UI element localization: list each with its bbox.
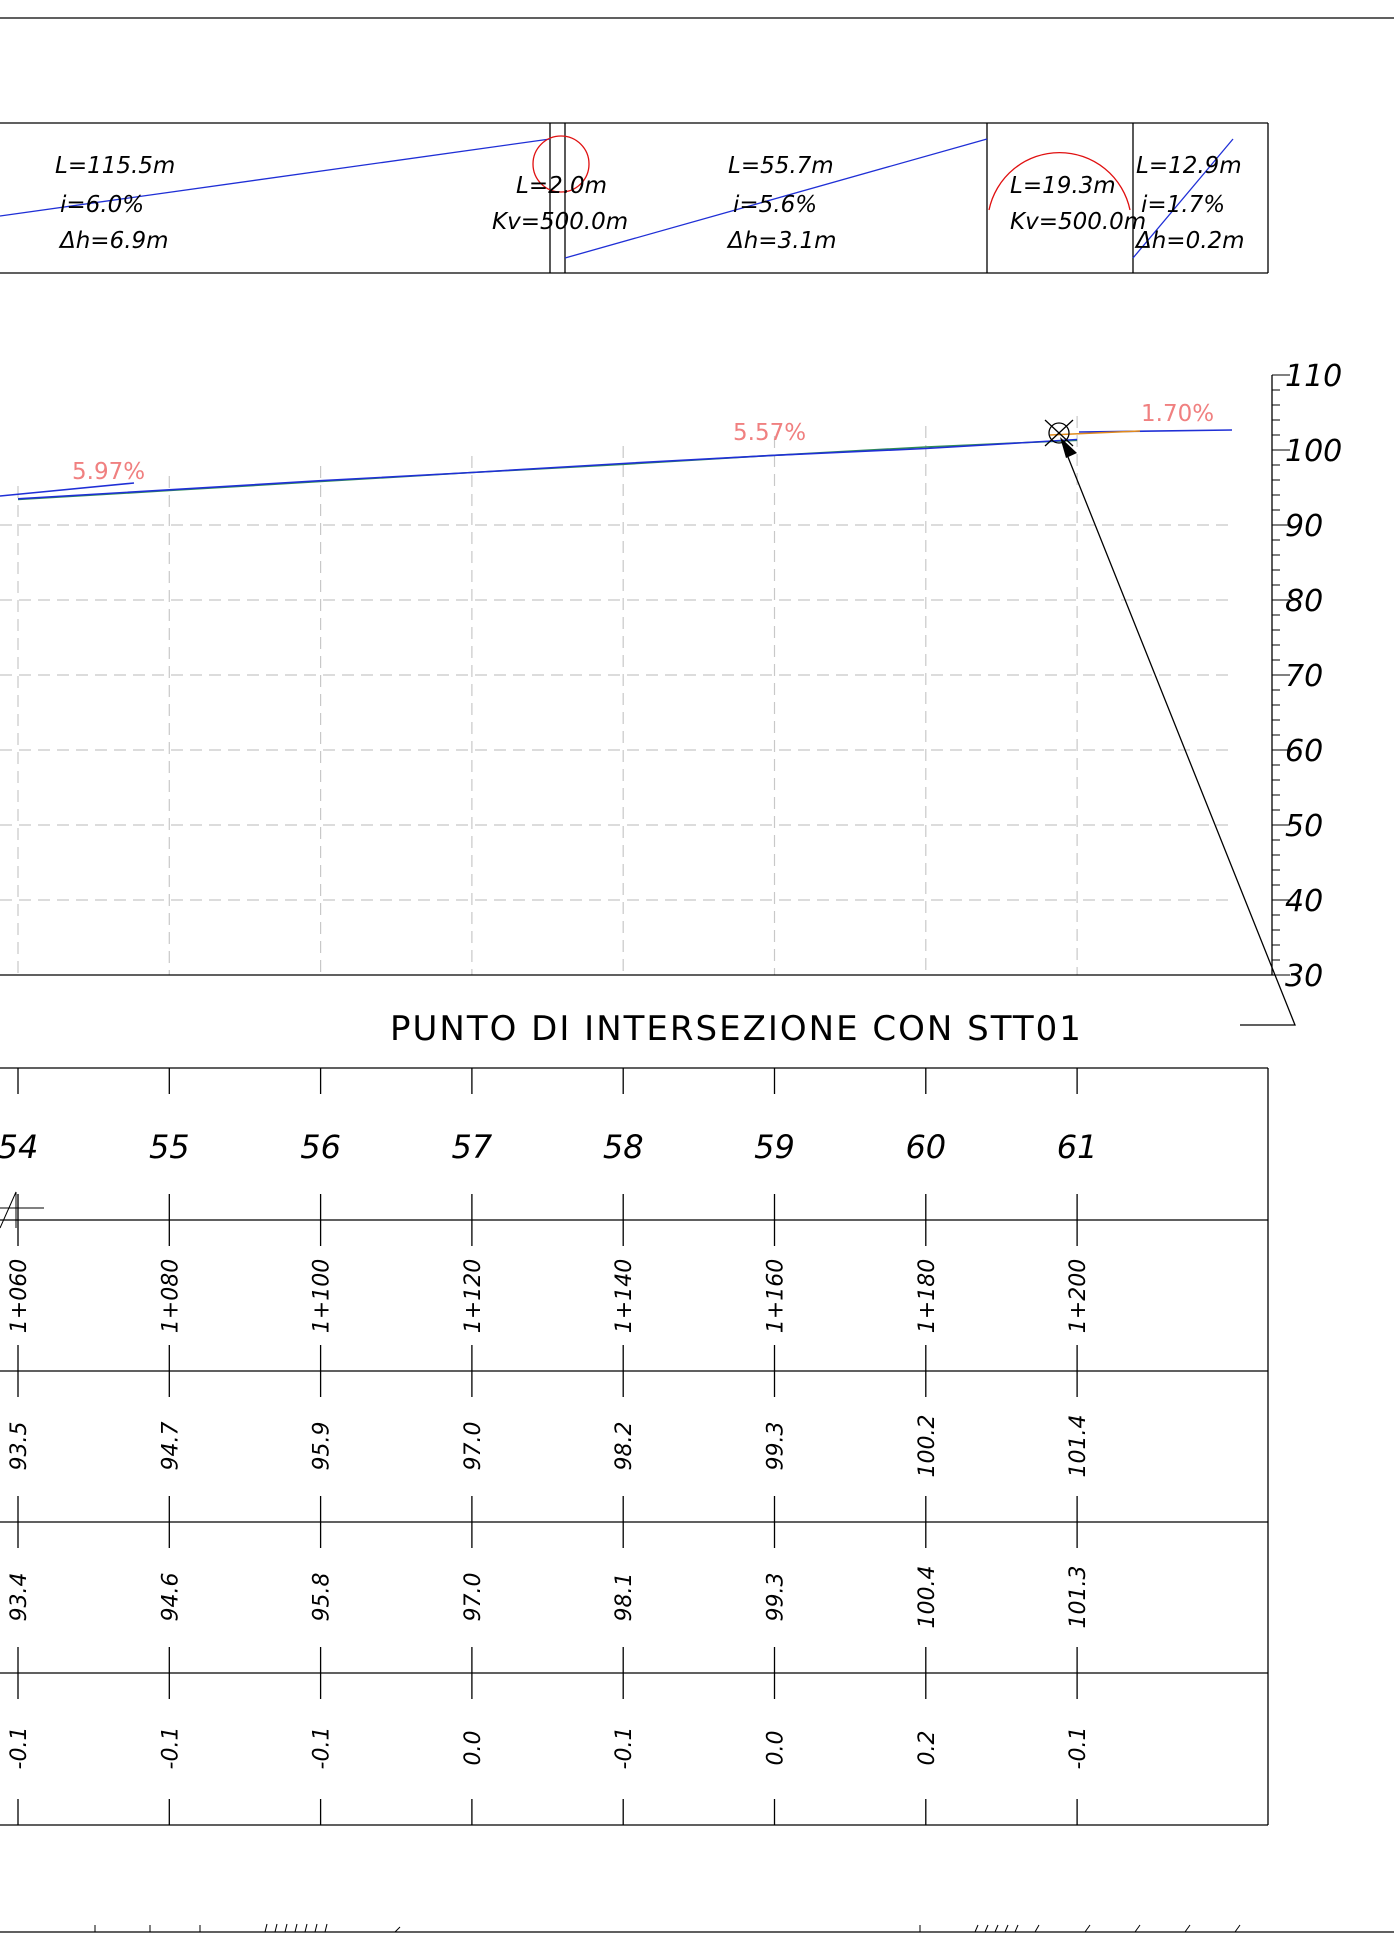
ground-elevation-value: 100.4 — [915, 1566, 940, 1629]
elev-label-70: 70 — [1285, 659, 1323, 694]
elev-label-30: 30 — [1285, 959, 1323, 994]
design-elevation-value: 94.7 — [158, 1422, 183, 1471]
design-elevation-value: 93.5 — [7, 1422, 32, 1471]
chainage-value: 1+160 — [764, 1259, 789, 1333]
design-profile-end — [1078, 429, 1233, 433]
seg1-delta-h: Δh=6.9m — [58, 228, 169, 254]
design-elevation-value: 101.4 — [1066, 1415, 1091, 1478]
difference-value: -0.1 — [7, 1727, 32, 1770]
difference-value: 0.0 — [461, 1731, 486, 1766]
seg2-length: L=2.0m — [516, 173, 607, 199]
profile-grid-horizontal — [0, 524, 1232, 901]
chainage-value: 1+180 — [915, 1259, 940, 1333]
design-elevation-value: 98.2 — [612, 1422, 637, 1471]
seg5-length: L=12.9m — [1136, 153, 1242, 179]
elev-label-100: 100 — [1285, 434, 1342, 469]
difference-value: -0.1 — [1066, 1727, 1091, 1770]
elev-label-50: 50 — [1285, 809, 1323, 844]
segments-graphics — [0, 135, 1234, 259]
intersection-label: PUNTO DI INTERSEZIONE CON STT01 — [390, 1009, 1083, 1049]
data-table-values: 54 1+060 93.5 93.4 -0.1 55 1+080 94.7 94.6 -0.1 56… — [0, 1128, 1097, 1769]
segments-band — [0, 122, 1269, 274]
ground-elevation-value: 94.6 — [158, 1573, 183, 1622]
profile-grade-labels: 5.97% 5.57% 1.70% — [72, 401, 1214, 485]
seg4-kv: Kv=500.0m — [1010, 209, 1146, 235]
design-elevation-value: 100.2 — [915, 1415, 940, 1478]
design-profile-start — [0, 482, 135, 497]
ground-elevation-value: 98.1 — [612, 1573, 637, 1622]
section-number: 60 — [905, 1128, 946, 1166]
chainage-value: 1+100 — [310, 1259, 335, 1333]
elevation-scale-labels: 110 100 90 80 70 60 50 40 30 — [1285, 359, 1342, 994]
elev-label-60: 60 — [1285, 734, 1323, 769]
design-elevation-value: 99.3 — [764, 1422, 789, 1471]
ground-elevation-value: 99.3 — [764, 1573, 789, 1622]
vertical-curve-2 — [988, 151, 1131, 211]
grade-line-3 — [1132, 138, 1234, 259]
intersection-leader-arrow — [1060, 437, 1077, 458]
grade-label-3: 1.70% — [1141, 401, 1214, 427]
difference-value: -0.1 — [310, 1727, 335, 1770]
section-number: 61 — [1057, 1128, 1098, 1166]
seg4-length: L=19.3m — [1010, 173, 1116, 199]
section-number: 56 — [300, 1128, 341, 1166]
grade-line-1 — [0, 138, 551, 217]
difference-value: 0.2 — [915, 1731, 940, 1766]
section-number: 58 — [603, 1128, 644, 1166]
design-elevation-value: 97.0 — [461, 1422, 486, 1471]
seg5-delta-h: Δh=0.2m — [1134, 228, 1245, 254]
seg3-length: L=55.7m — [728, 153, 834, 179]
elev-label-40: 40 — [1285, 884, 1323, 919]
segments-labels: L=115.5m i=6.0% Δh=6.9m L=2.0m Kv=500.0m… — [55, 153, 1245, 254]
vertical-curve-1 — [532, 135, 590, 193]
data-table-ticks — [17, 1068, 1078, 1825]
chainage-value: 1+120 — [461, 1259, 486, 1333]
section-number: 59 — [754, 1128, 795, 1166]
profile-grid-vertical — [17, 416, 1078, 975]
seg2-kv: Kv=500.0m — [492, 209, 628, 235]
section-number: 55 — [149, 1128, 190, 1166]
curve-segment-mark — [1049, 430, 1141, 436]
design-elevation-value: 95.9 — [310, 1422, 335, 1471]
chainage-value: 1+200 — [1066, 1259, 1091, 1333]
grade-label-1: 5.97% — [72, 459, 145, 485]
chainage-value: 1+080 — [158, 1259, 183, 1333]
elevation-scale-minor-ticks — [1272, 374, 1290, 976]
seg5-grade: i=1.7% — [1141, 192, 1225, 218]
ground-elevation-value: 93.4 — [7, 1573, 32, 1622]
ground-elevation-value: 95.8 — [310, 1573, 335, 1622]
section-number: 54 — [0, 1128, 38, 1166]
chainage-value: 1+060 — [7, 1259, 32, 1333]
seg1-length: L=115.5m — [55, 153, 175, 179]
difference-value: -0.1 — [612, 1727, 637, 1770]
chainage-value: 1+140 — [612, 1259, 637, 1333]
seg1-grade: i=6.0% — [60, 192, 144, 218]
grade-label-2: 5.57% — [733, 420, 806, 446]
section-number: 57 — [452, 1128, 493, 1166]
seg3-grade: i=5.6% — [733, 192, 817, 218]
seg3-delta-h: Δh=3.1m — [726, 228, 837, 254]
bottom-hatch — [94, 1923, 1241, 1933]
difference-value: -0.1 — [158, 1727, 183, 1770]
design-profile-line — [17, 438, 1078, 500]
elev-label-90: 90 — [1285, 509, 1323, 544]
intersection-marker — [1044, 419, 1074, 447]
table-axis-symbol — [0, 1191, 44, 1229]
elev-label-110: 110 — [1285, 359, 1342, 394]
grade-line-2 — [564, 138, 988, 259]
intersection-leader-line — [1061, 441, 1296, 1026]
difference-value: 0.0 — [764, 1731, 789, 1766]
elev-label-80: 80 — [1285, 584, 1323, 619]
ground-elevation-value: 97.0 — [461, 1573, 486, 1622]
data-table-frame — [0, 1067, 1269, 1826]
ground-elevation-value: 101.3 — [1066, 1566, 1091, 1629]
